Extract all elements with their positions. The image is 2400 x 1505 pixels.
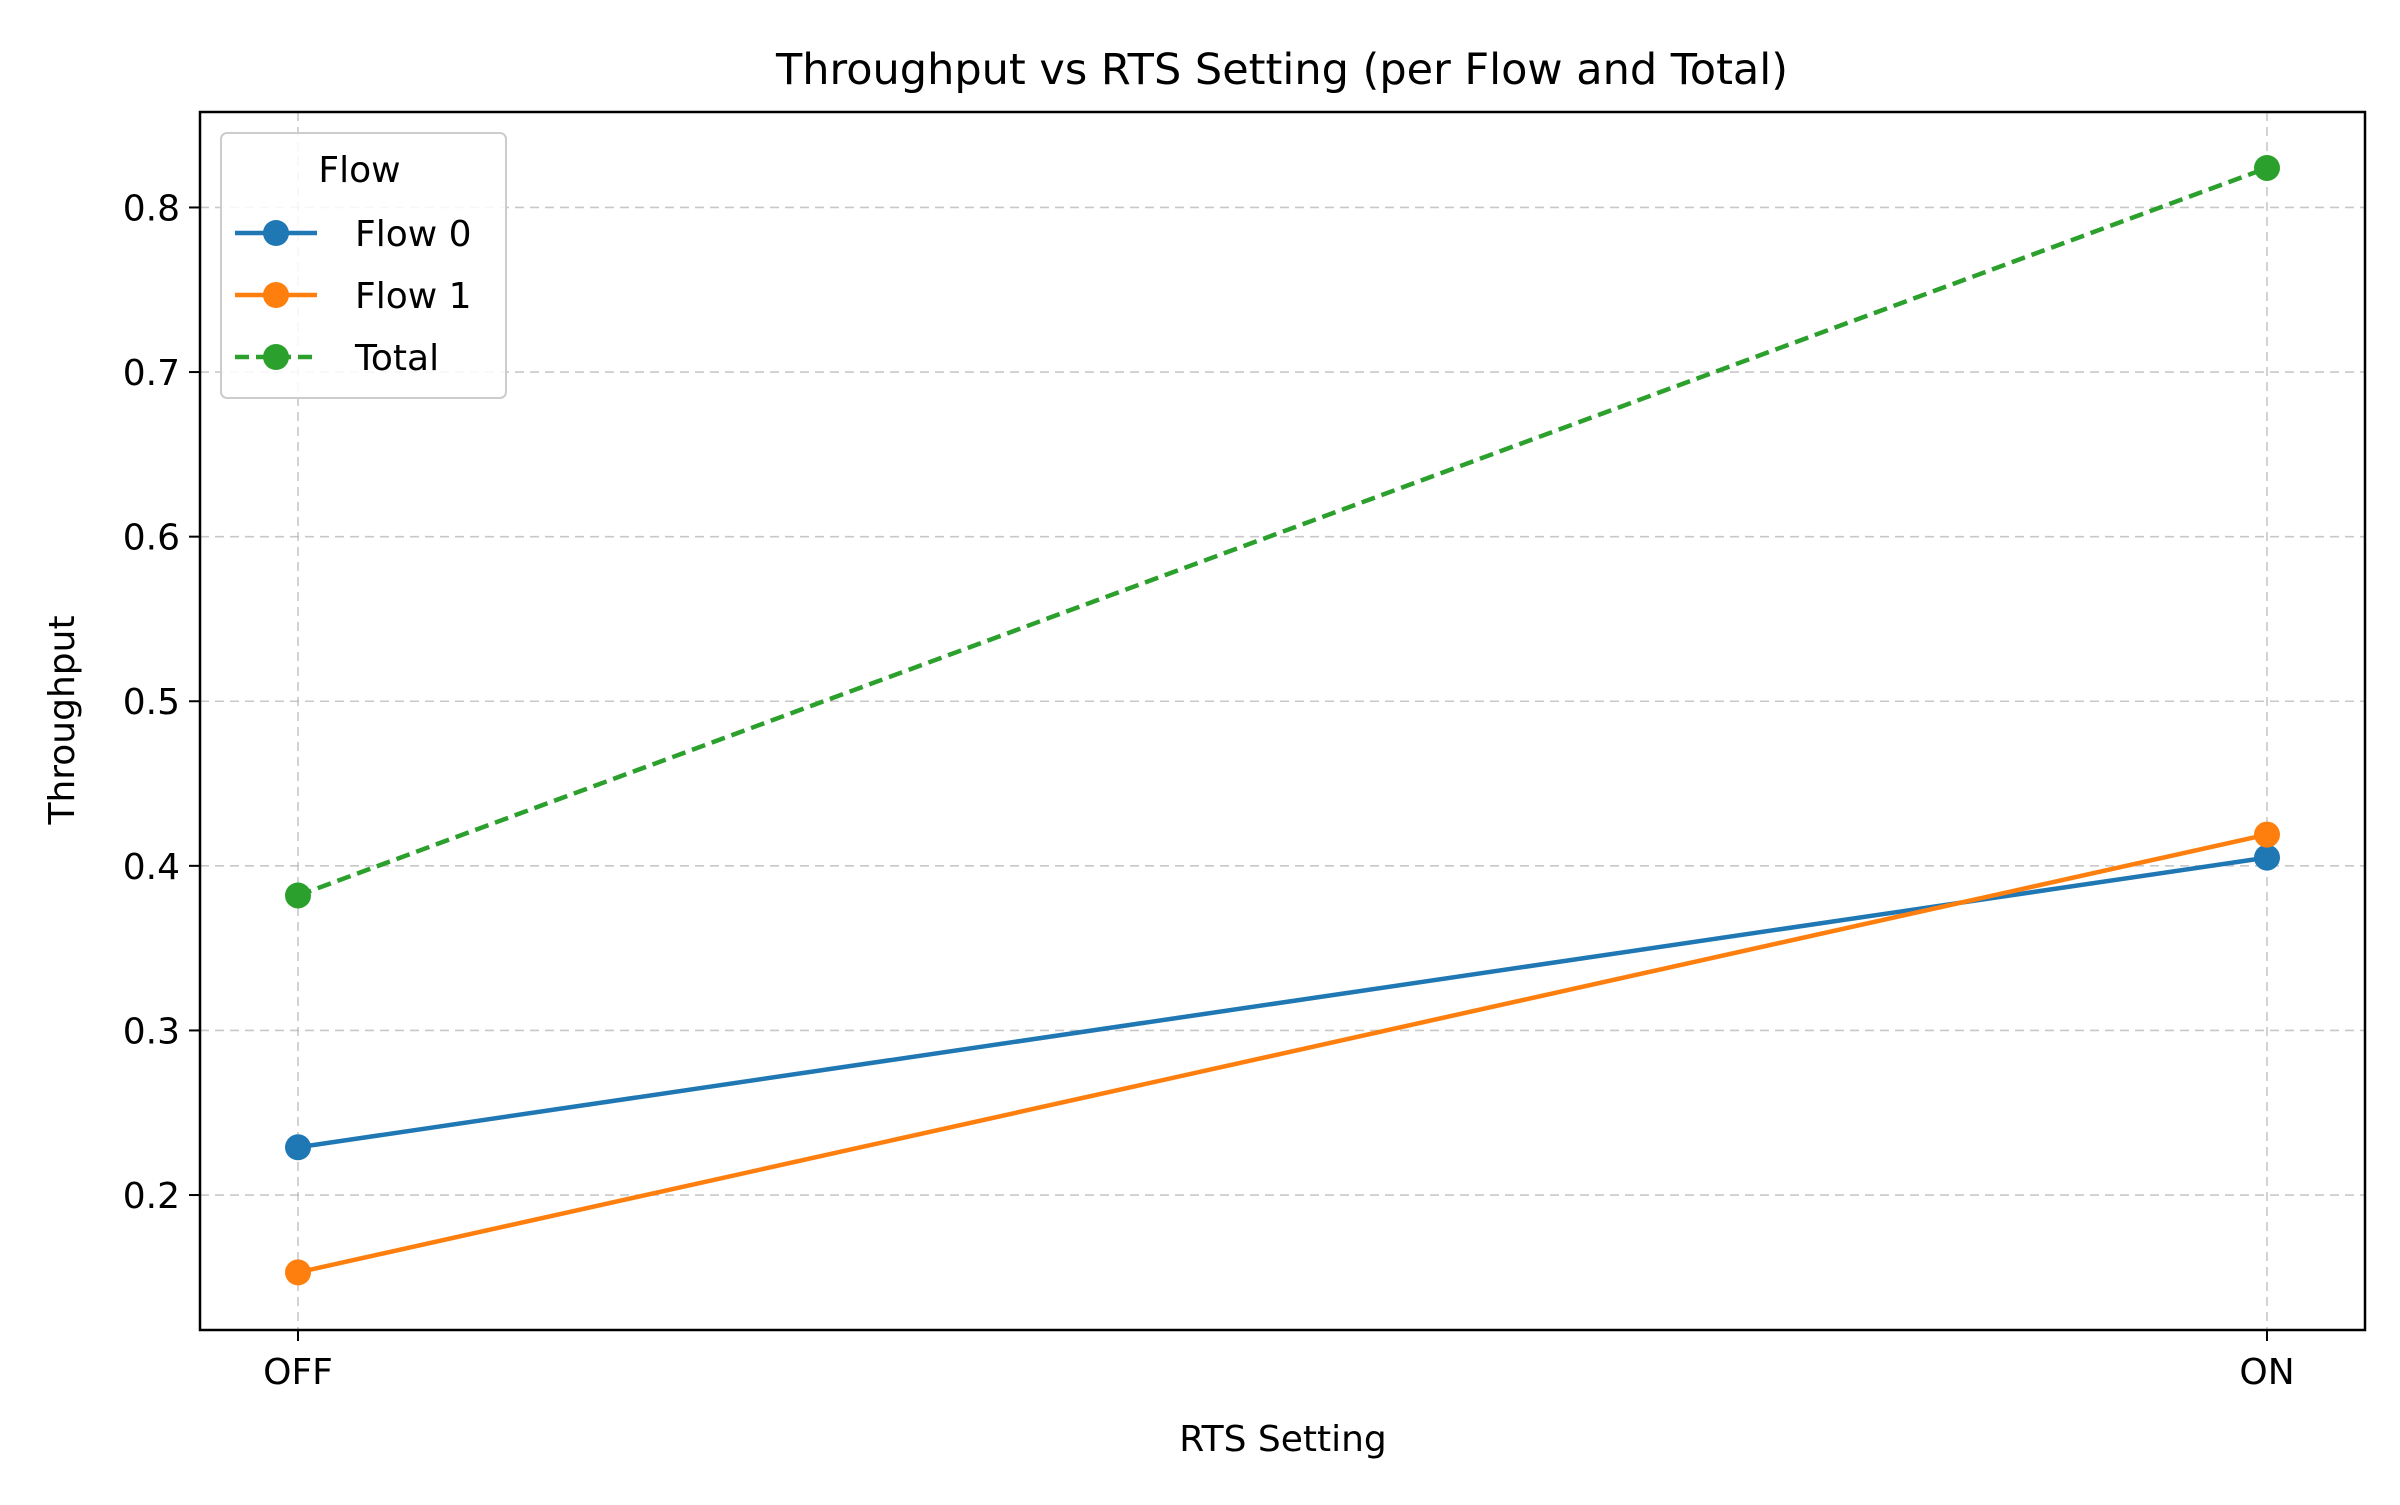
legend-box — [220, 132, 507, 399]
data-point-flow-1 — [285, 1259, 311, 1286]
legend-title: Flow — [318, 150, 400, 191]
data-point-total — [285, 882, 311, 909]
x-tick-label: OFF — [263, 1352, 333, 1393]
legend-swatch-marker-total — [263, 344, 289, 370]
series-lines — [285, 154, 2280, 1286]
series-line-flow-1 — [295, 831, 2270, 1276]
legend-label-flow-0: Flow 0 — [355, 214, 472, 255]
legend-swatch-marker-flow-0 — [263, 220, 289, 246]
axes: 0.2 0.3 0.4 0.5 0.6 0.7 0.8 OFF ON — [123, 188, 2295, 1393]
data-point-total — [2254, 154, 2280, 181]
x-axis-title: RTS Setting — [1179, 1419, 1387, 1460]
legend: Flow Flow 0 Flow 1 Total — [220, 132, 507, 399]
y-tick-label: 0.3 — [123, 1011, 180, 1052]
y-tick-label: 0.6 — [123, 518, 180, 559]
x-tick-label: ON — [2239, 1352, 2294, 1393]
y-tick-label: 0.2 — [123, 1176, 180, 1217]
data-point-flow-1 — [2254, 821, 2280, 848]
series-line-total — [297, 165, 2268, 898]
legend-label-flow-1: Flow 1 — [355, 276, 472, 317]
y-tick-label: 0.8 — [123, 188, 180, 229]
y-tick-label: 0.7 — [123, 353, 180, 394]
legend-swatch-marker-flow-1 — [263, 282, 289, 308]
plot-area-frame — [198, 110, 2367, 1332]
chart-title: Throughput vs RTS Setting (per Flow and … — [775, 45, 1788, 95]
data-point-flow-0 — [285, 1134, 311, 1161]
y-tick-label: 0.5 — [123, 682, 180, 723]
data-point-flow-0 — [2254, 844, 2280, 871]
legend-label-total: Total — [354, 338, 439, 379]
y-axis-title: Throughput — [42, 615, 83, 825]
y-tick-label: 0.4 — [123, 847, 180, 888]
